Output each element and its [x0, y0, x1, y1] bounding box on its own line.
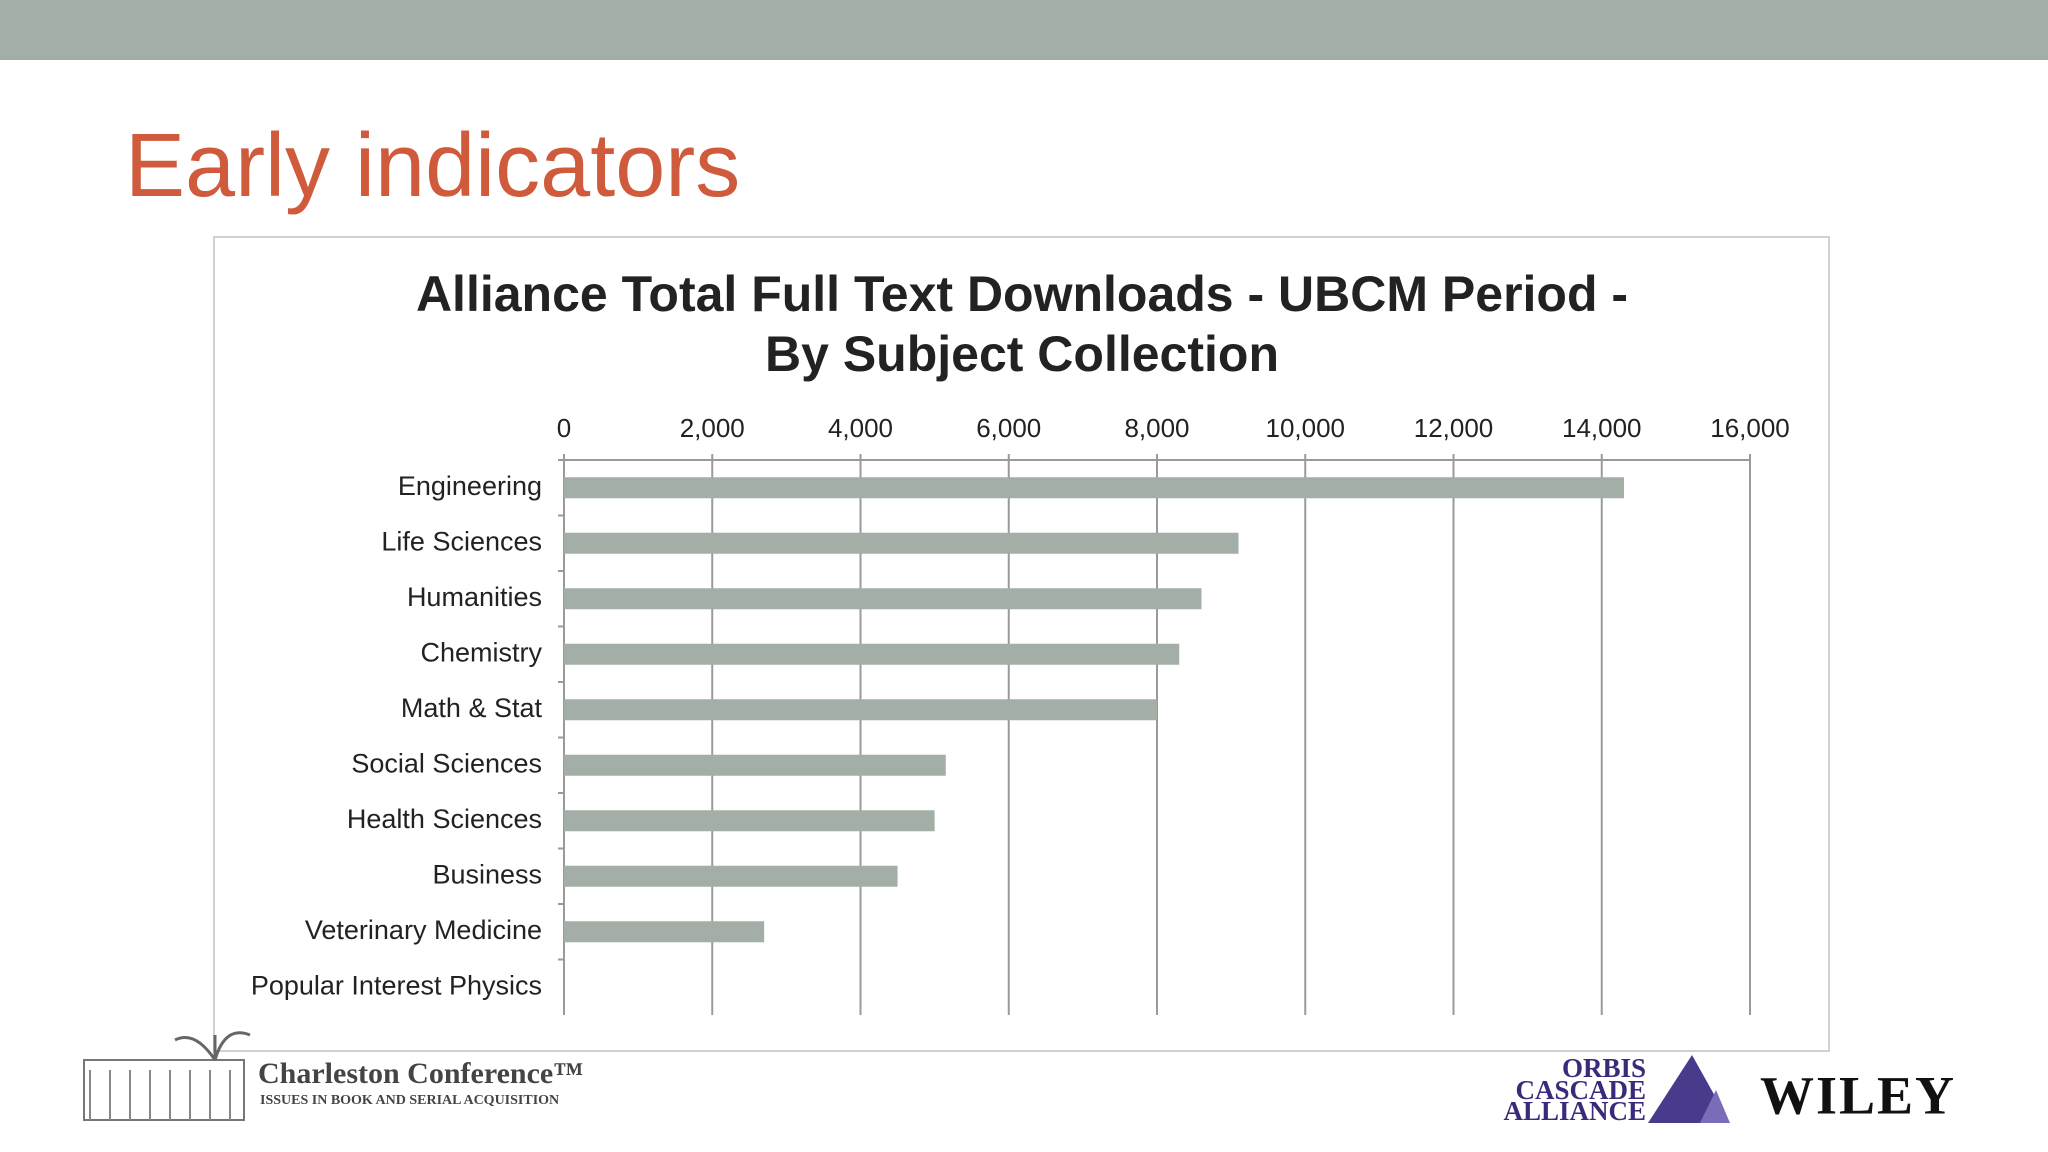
y-tick-label: Math & Stat — [401, 693, 543, 723]
charleston-tagline: ISSUES IN BOOK AND SERIAL ACQUISITION — [260, 1093, 559, 1108]
y-tick-label: Popular Interest Physics — [251, 970, 542, 1000]
plot: 0 2,000 4,000 6,000 8,000 10,000 12,000 14,000 1… — [251, 413, 1790, 1015]
top-bar — [0, 0, 2048, 60]
orbis-line: ALLIANCE — [1503, 1096, 1646, 1126]
chart-subtitle: By Subject Collection — [765, 326, 1279, 382]
charleston-name: Charleston Conference™ — [258, 1057, 583, 1090]
bar — [564, 643, 1180, 665]
x-tick-label: 6,000 — [976, 413, 1041, 443]
y-tick-label: Life Sciences — [381, 526, 542, 556]
bar — [564, 588, 1202, 610]
orbis-line: ORBIS — [1562, 1053, 1646, 1083]
y-tick-label: Social Sciences — [351, 748, 542, 778]
x-tick-label: 16,000 — [1710, 413, 1790, 443]
x-tick-label: 14,000 — [1562, 413, 1642, 443]
y-tick-label: Chemistry — [420, 637, 542, 667]
bar — [564, 477, 1624, 499]
x-tick-label: 12,000 — [1414, 413, 1494, 443]
gate-icon — [83, 1059, 245, 1121]
bar — [564, 865, 898, 887]
y-tick-label: Humanities — [407, 582, 542, 612]
bar — [564, 532, 1239, 554]
x-tick-label: 8,000 — [1124, 413, 1189, 443]
bar — [564, 699, 1157, 721]
y-tick-label: Business — [432, 859, 542, 889]
sail-icon — [1700, 1090, 1730, 1123]
bar — [564, 921, 765, 943]
wiley-logo: WILEY — [1760, 1065, 1956, 1125]
palm-icon — [174, 1031, 251, 1061]
y-tick-label: Veterinary Medicine — [305, 915, 542, 945]
y-tick-label: Engineering — [398, 471, 542, 501]
x-tick-label: 4,000 — [828, 413, 893, 443]
orbis-line: CASCADE — [1515, 1075, 1646, 1105]
gate-bars — [89, 1070, 231, 1120]
y-tick-label: Health Sciences — [347, 804, 542, 834]
bar — [564, 754, 946, 776]
chart-title: Alliance Total Full Text Downloads - UBC… — [416, 266, 1628, 322]
slide-title: Early indicators — [125, 116, 740, 216]
bar — [564, 810, 935, 832]
x-tick-label: 2,000 — [680, 413, 745, 443]
orbis-logo: ORBIS CASCADE ALLIANCE — [1503, 1053, 1730, 1126]
x-tick-label: 10,000 — [1265, 413, 1345, 443]
x-tick-label: 0 — [557, 413, 571, 443]
charleston-logo: Charleston Conference™ ISSUES IN BOOK AN… — [83, 1031, 583, 1121]
